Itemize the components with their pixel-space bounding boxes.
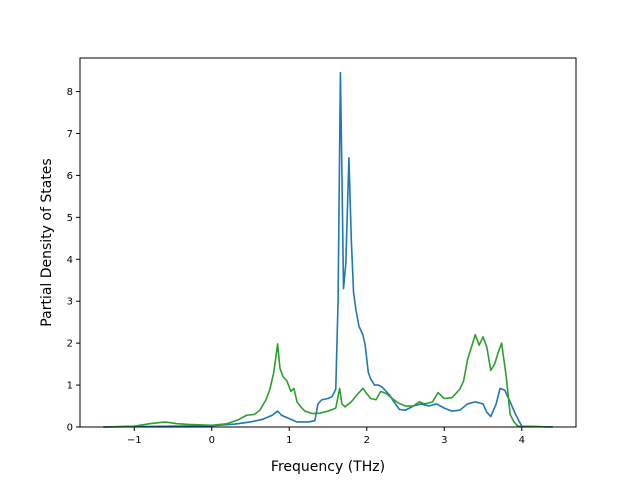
x-tick-label: 0	[209, 435, 215, 446]
y-tick-label: 0	[67, 423, 73, 434]
x-tick-label: 2	[364, 435, 370, 446]
y-tick-label: 7	[67, 129, 73, 140]
plot-frame	[79, 57, 577, 428]
x-tick-label: 3	[441, 435, 447, 446]
y-tick-label: 2	[67, 339, 73, 350]
y-tick-label: 6	[67, 171, 73, 182]
x-axis-label: Frequency (THz)	[271, 459, 385, 475]
x-tick-label: −1	[127, 435, 142, 446]
y-tick-label: 8	[67, 87, 73, 98]
series-layer	[103, 71, 553, 428]
x-tick-label: 4	[519, 435, 525, 446]
x-ticks: −1 0 1 2 3 4	[127, 427, 525, 446]
y-axis-label: Partial Density of States	[39, 158, 55, 326]
y-tick-label: 4	[67, 255, 73, 266]
series-line-1	[103, 71, 553, 428]
y-tick-label: 5	[67, 213, 73, 224]
y-ticks: 0 1 2 3 4 5 6 7 8	[67, 87, 80, 434]
x-tick-label: 1	[286, 435, 292, 446]
y-tick-label: 1	[67, 381, 73, 392]
y-tick-label: 3	[67, 297, 73, 308]
series-line-2	[103, 333, 553, 428]
